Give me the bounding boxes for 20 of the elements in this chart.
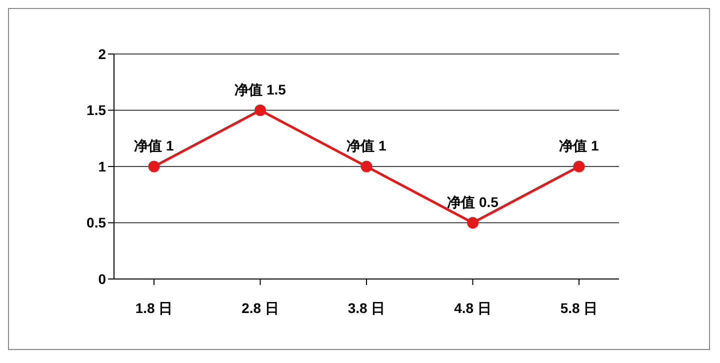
point	[254, 104, 266, 116]
y-tick-label: 2	[98, 46, 106, 62]
point	[573, 160, 585, 172]
y-tick-label: 1.5	[86, 102, 106, 118]
x-tick-label: 3.8 日	[348, 300, 386, 316]
data-label: 净值 0.5	[447, 194, 499, 210]
data-label: 净值 1	[134, 138, 174, 154]
x-tick-label: 4.8 日	[454, 300, 492, 316]
data-label: 净值 1	[346, 138, 387, 154]
data-label: 净值 1	[559, 138, 600, 154]
point	[360, 160, 372, 172]
point	[467, 217, 478, 228]
y-tick-label: 0.5	[86, 214, 106, 231]
x-tick-label: 1.8 日	[135, 300, 173, 316]
x-tick-label: 2.8 日	[242, 300, 279, 316]
x-tick-label: 5.8 日	[560, 300, 598, 316]
data-label: 净值 1.5	[234, 81, 286, 98]
point	[148, 160, 160, 172]
y-tick-label: 1	[98, 158, 106, 174]
y-tick-label: 0	[98, 270, 106, 287]
